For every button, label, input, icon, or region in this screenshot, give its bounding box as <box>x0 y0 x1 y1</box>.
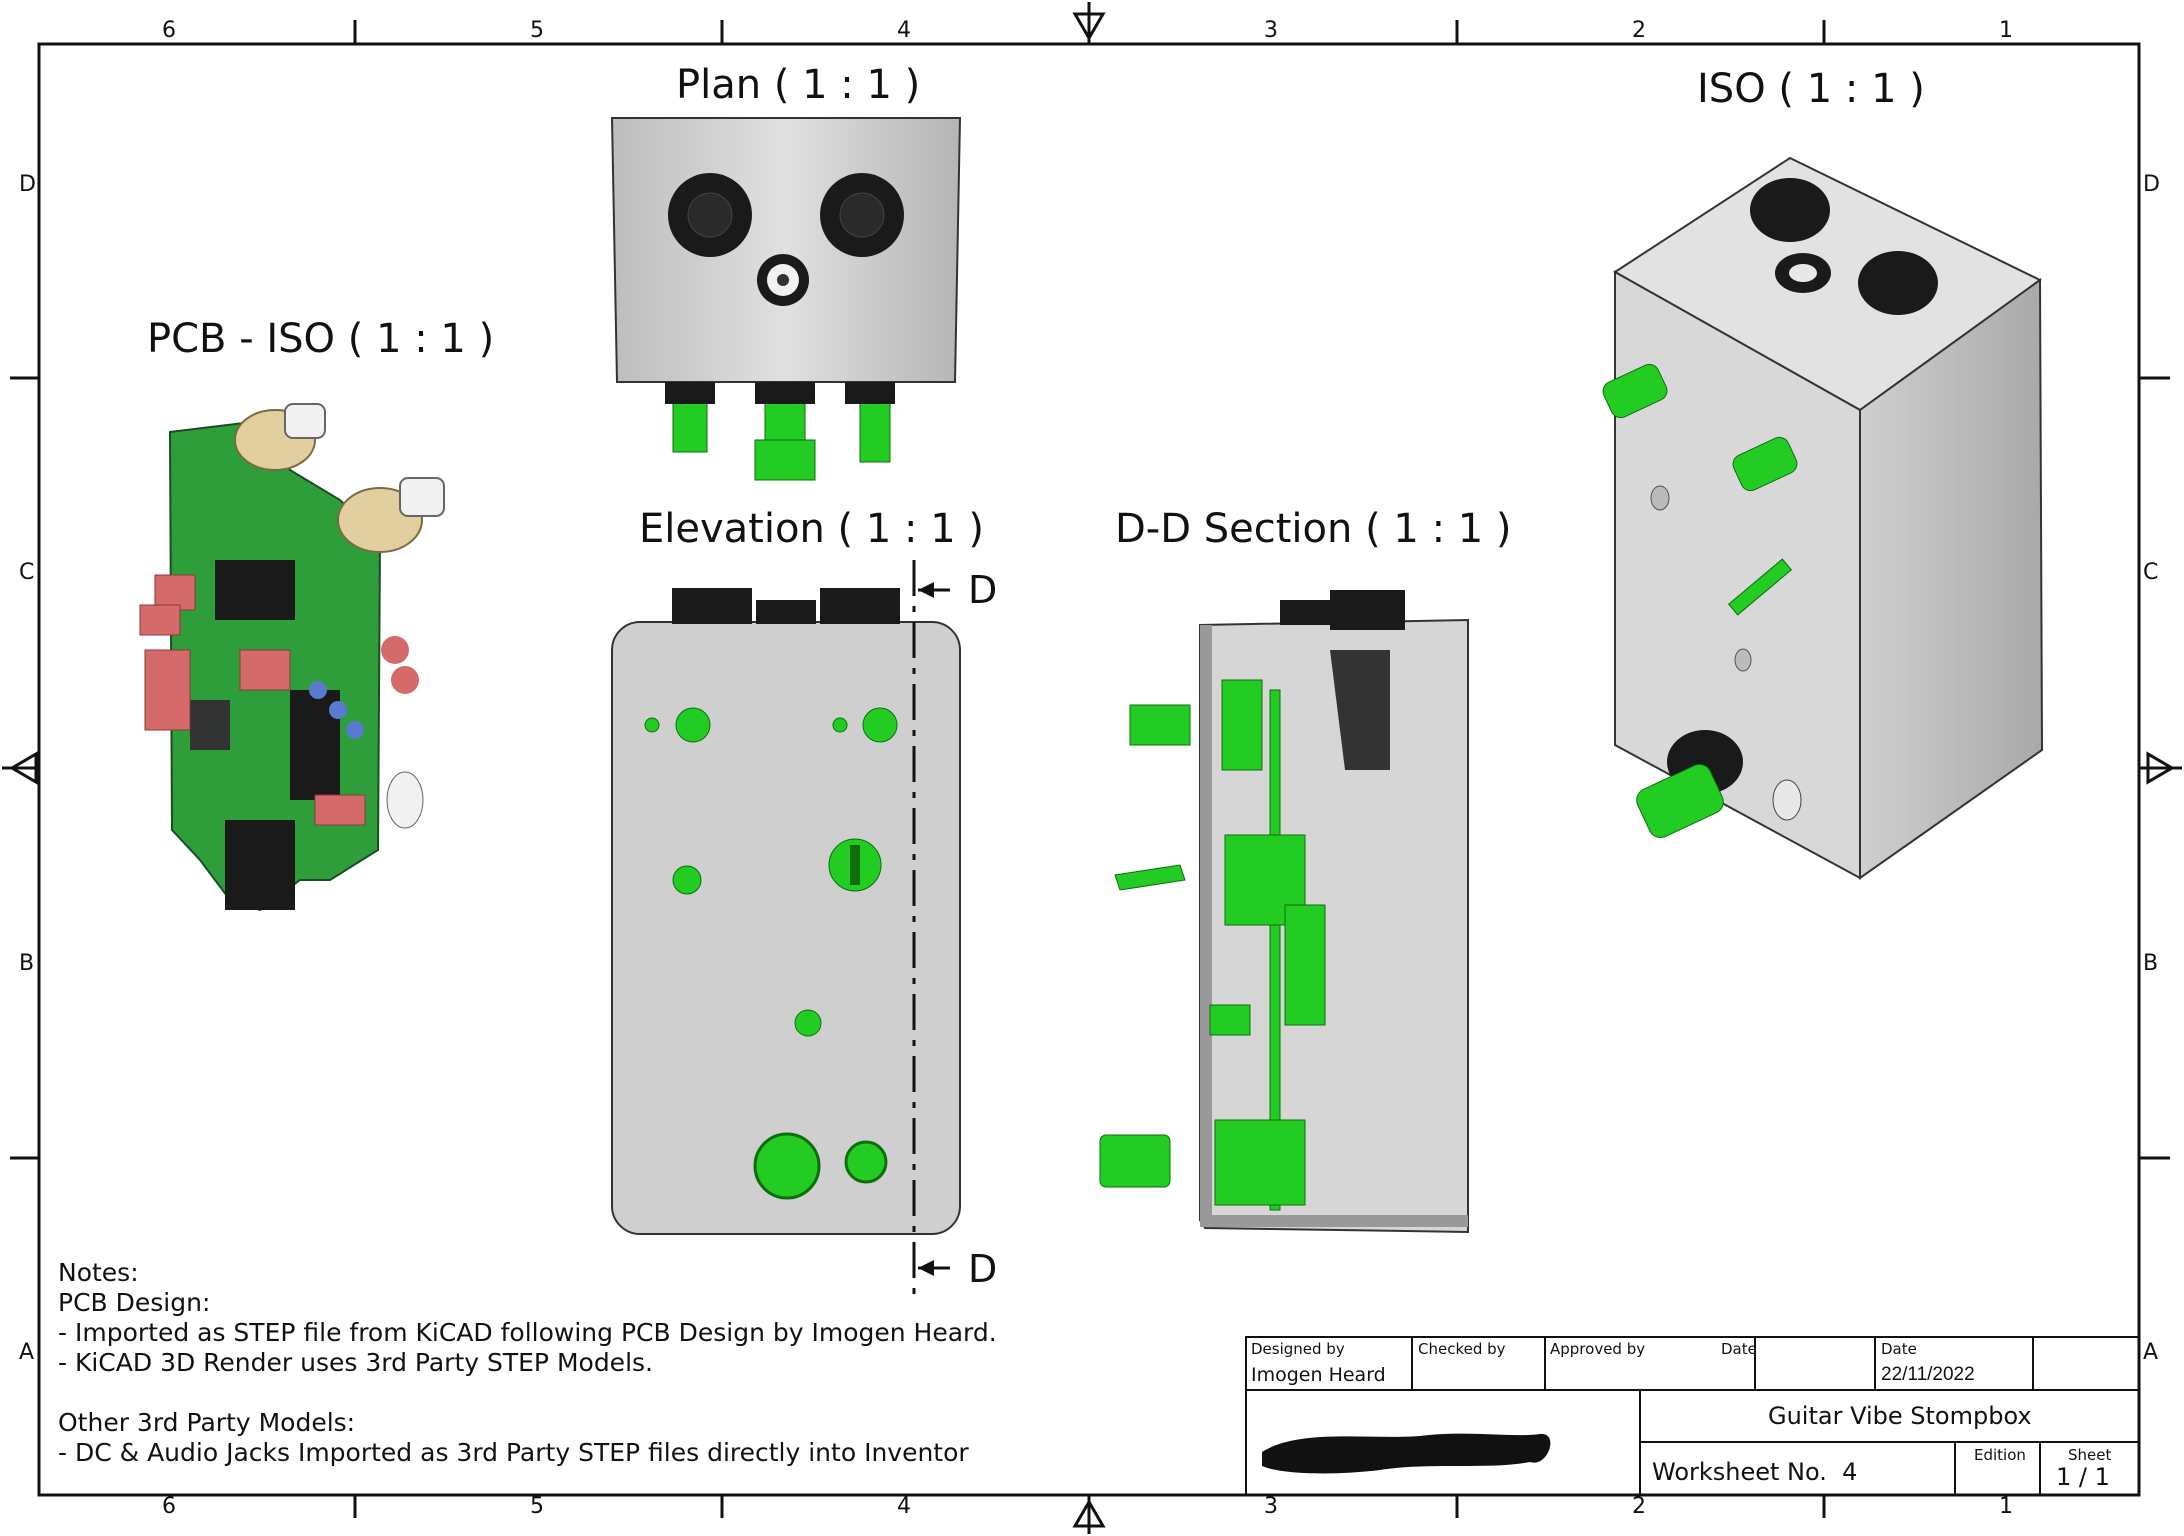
section-view <box>1099 590 1469 1234</box>
redacted-signature <box>1262 1433 1551 1474</box>
sheet-label: Sheet <box>2068 1446 2112 1464</box>
row-label-B-left: B <box>19 951 35 976</box>
row-label-C-left: C <box>19 560 35 585</box>
row-label-D-right: D <box>2143 172 2160 197</box>
row-label-A-left: A <box>19 1340 35 1365</box>
notes-other-line-1: - DC & Audio Jacks Imported as 3rd Party… <box>58 1438 969 1467</box>
drawing-title: Guitar Vibe Stompbox <box>1768 1402 2032 1430</box>
sheet-value: 1 / 1 <box>2056 1463 2110 1491</box>
section-marker-bottom: D <box>968 1247 998 1291</box>
row-label-C-right: C <box>2143 560 2159 585</box>
enclosure-iso-view <box>1602 156 2044 880</box>
section-title: D-D Section ( 1 : 1 ) <box>1115 506 1512 552</box>
zone-ticks <box>10 20 2170 1518</box>
notes-pcb-heading: PCB Design: <box>58 1288 211 1317</box>
pcb-iso-view <box>139 403 445 912</box>
date-value: 22/11/2022 <box>1881 1364 1975 1385</box>
col-label-1-bottom: 1 <box>1999 1494 2013 1519</box>
notes-block: Notes: PCB Design: - Imported as STEP fi… <box>58 1258 997 1468</box>
notes-pcb-line-1: - Imported as STEP file from KiCAD follo… <box>58 1318 997 1347</box>
col-label-5-bottom: 5 <box>530 1494 544 1519</box>
worksheet-number: Worksheet No. 4 <box>1652 1458 1858 1486</box>
plan-title: Plan ( 1 : 1 ) <box>676 62 921 108</box>
edition-label: Edition <box>1974 1446 2026 1464</box>
notes-other-heading: Other 3rd Party Models: <box>58 1408 356 1437</box>
col-label-2-bottom: 2 <box>1632 1494 1646 1519</box>
section-arrow-top <box>918 582 934 598</box>
col-label-1-top: 1 <box>1999 18 2013 43</box>
col-label-3-top: 3 <box>1264 18 1278 43</box>
col-label-4-top: 4 <box>897 18 911 43</box>
approved-by-label: Approved by <box>1550 1340 1646 1358</box>
date-label: Date <box>1881 1340 1917 1358</box>
elevation-view <box>611 588 961 1235</box>
plan-view <box>610 117 962 481</box>
title-block <box>1245 1336 2140 1496</box>
approved-date-label: Date <box>1721 1340 1757 1358</box>
pcb-iso-title: PCB - ISO ( 1 : 1 ) <box>147 316 495 362</box>
designed-by-label: Designed by <box>1251 1340 1345 1358</box>
elevation-title: Elevation ( 1 : 1 ) <box>639 506 984 552</box>
col-label-6-bottom: 6 <box>162 1494 176 1519</box>
col-label-3-bottom: 3 <box>1264 1494 1278 1519</box>
checked-by-label: Checked by <box>1418 1340 1506 1358</box>
designed-by-value: Imogen Heard <box>1251 1364 1386 1386</box>
notes-heading: Notes: <box>58 1258 139 1287</box>
row-label-A-right: A <box>2143 1340 2159 1365</box>
col-label-4-bottom: 4 <box>897 1494 911 1519</box>
row-label-D-left: D <box>19 172 36 197</box>
section-marker-top: D <box>968 568 998 612</box>
col-label-6-top: 6 <box>162 18 176 43</box>
col-label-5-top: 5 <box>530 18 544 43</box>
section-arrow-bottom <box>918 1260 934 1276</box>
iso-title: ISO ( 1 : 1 ) <box>1697 66 1925 112</box>
notes-pcb-line-2: - KiCAD 3D Render uses 3rd Party STEP Mo… <box>58 1348 653 1377</box>
col-label-2-top: 2 <box>1632 18 1646 43</box>
row-label-B-right: B <box>2143 951 2159 976</box>
